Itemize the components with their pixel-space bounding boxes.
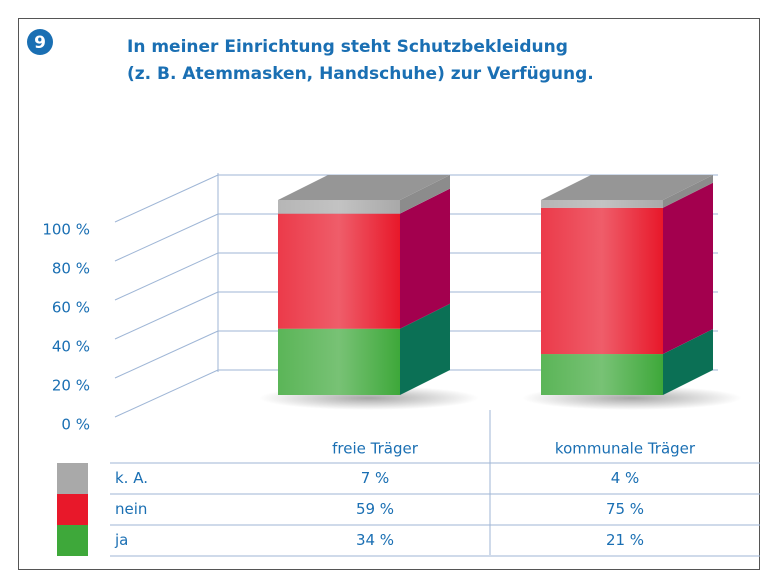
- grid-line: [114, 213, 219, 262]
- x-tick-label: kommunale Träger: [555, 440, 696, 458]
- y-tick-label: 100 %: [42, 221, 90, 239]
- bar-side: [663, 175, 713, 208]
- legend-label: ja: [114, 531, 128, 549]
- grid-line: [114, 291, 219, 340]
- bar-side: [400, 175, 450, 214]
- y-tick-label: 40 %: [52, 338, 90, 356]
- x-tick-label: freie Träger: [332, 440, 419, 458]
- bar-gloss: [541, 200, 663, 208]
- value-label: 75 %: [606, 500, 644, 518]
- value-label: 59 %: [356, 500, 394, 518]
- legend-swatch: [57, 463, 88, 494]
- chart-title: In meiner Einrichtung steht Schutzbeklei…: [127, 37, 568, 57]
- bar-side: [400, 188, 450, 329]
- bar-side: [663, 182, 713, 355]
- badge: [27, 29, 53, 55]
- y-tick-label: 60 %: [52, 299, 90, 317]
- bar-gloss: [278, 328, 400, 395]
- legend-label: nein: [115, 500, 147, 518]
- y-tick-label: 20 %: [52, 377, 90, 395]
- legend-swatch: [57, 525, 88, 556]
- grid-line: [114, 369, 219, 418]
- y-tick-label: 80 %: [52, 260, 90, 278]
- value-label: 34 %: [356, 531, 394, 549]
- bar-top: [541, 175, 713, 200]
- legend-swatch: [57, 494, 88, 525]
- bar-gloss: [541, 207, 663, 355]
- bar-gloss: [278, 200, 400, 214]
- badge-number: 9: [34, 33, 46, 53]
- bar-side: [663, 329, 713, 395]
- value-label: 4 %: [611, 469, 640, 487]
- chart-title: (z. B. Atemmasken, Handschuhe) zur Verfü…: [127, 64, 594, 84]
- value-label: 7 %: [361, 469, 390, 487]
- legend-label: k. A.: [115, 469, 148, 487]
- grid-line: [114, 330, 219, 379]
- grid-line: [114, 252, 219, 301]
- bar-top: [278, 175, 450, 200]
- y-tick-label: 0 %: [61, 416, 90, 434]
- bar-gloss: [278, 213, 400, 329]
- grid-line: [114, 174, 219, 223]
- bar-side: [400, 303, 450, 395]
- bar-gloss: [541, 354, 663, 395]
- value-label: 21 %: [606, 531, 644, 549]
